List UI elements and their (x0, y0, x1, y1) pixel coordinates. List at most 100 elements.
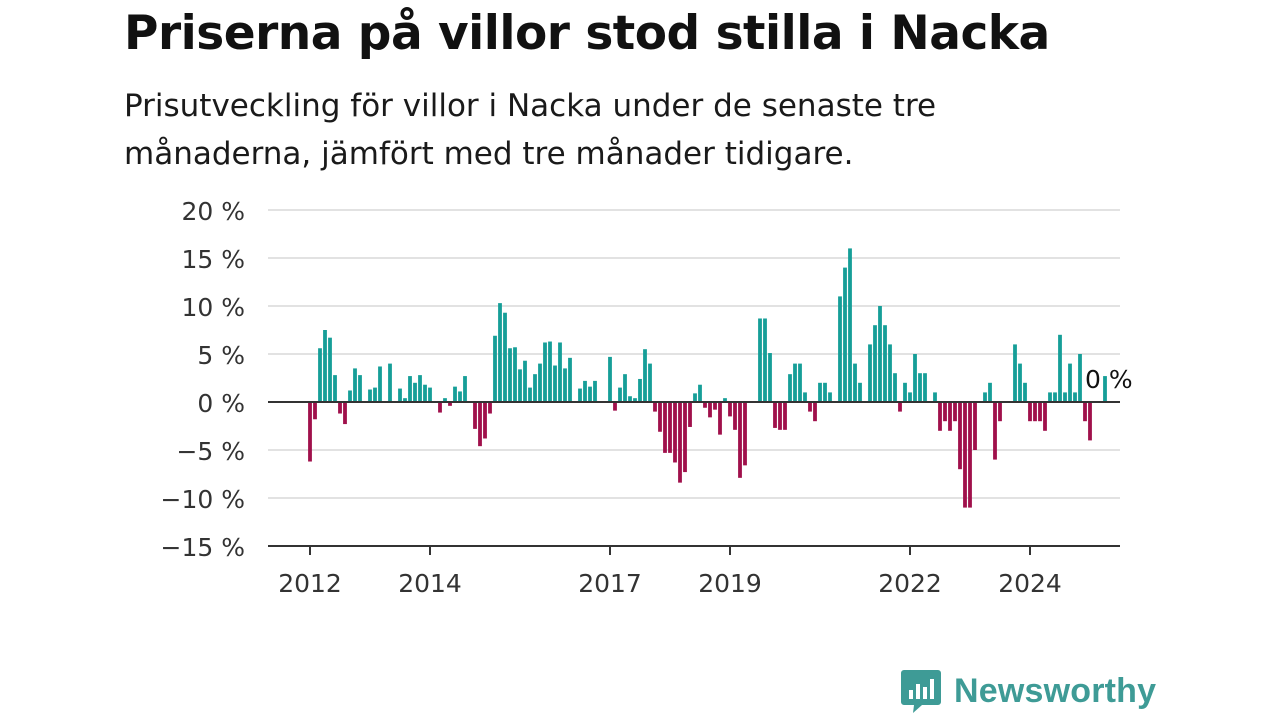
bar (358, 375, 362, 402)
bar (648, 363, 652, 402)
bar (948, 402, 952, 431)
bar (1068, 363, 1072, 402)
bar (658, 402, 662, 432)
bar (663, 402, 667, 453)
bar (668, 402, 672, 453)
bar (1048, 392, 1052, 402)
bar (708, 402, 712, 418)
bar (773, 402, 777, 428)
bar (493, 335, 497, 402)
bar (448, 402, 452, 406)
newsworthy-chart-icon (901, 670, 941, 713)
bar (793, 363, 797, 402)
bar (1043, 402, 1047, 431)
bar (313, 402, 317, 420)
bar (738, 402, 742, 478)
bar (973, 402, 977, 450)
bar (1013, 344, 1017, 402)
last-value-label: 0 % (1085, 365, 1133, 394)
chart-title: Priserna på villor stod stilla i Nacka (124, 6, 1050, 61)
bar (958, 402, 962, 470)
bar (888, 344, 892, 402)
bar (938, 402, 942, 431)
bar (528, 387, 532, 402)
y-tick-label: 0 % (197, 389, 245, 418)
bar (803, 392, 807, 402)
bar (478, 402, 482, 447)
bar (873, 325, 877, 402)
bar (318, 348, 322, 402)
bar (1053, 392, 1057, 402)
bar (763, 318, 767, 402)
bar (1103, 376, 1107, 402)
x-tick-label: 2017 (578, 569, 642, 598)
bar (1063, 392, 1067, 402)
bar (968, 402, 972, 508)
bar (988, 382, 992, 402)
bar (698, 384, 702, 402)
bar (878, 306, 882, 402)
bar (693, 393, 697, 402)
bar (418, 375, 422, 402)
bar (783, 402, 787, 430)
bar (408, 376, 412, 402)
bar (423, 384, 427, 402)
x-tick-label: 2019 (698, 569, 762, 598)
bar (333, 375, 337, 402)
bar (853, 363, 857, 402)
bar (308, 402, 312, 462)
bar (673, 402, 677, 463)
bar (498, 303, 502, 402)
bar (473, 402, 477, 429)
bar (453, 386, 457, 402)
bar (588, 386, 592, 402)
bar (513, 347, 517, 402)
bar (1083, 402, 1087, 422)
bar (858, 382, 862, 402)
bar (543, 342, 547, 402)
bar (728, 402, 732, 417)
bar (778, 402, 782, 430)
bar (428, 387, 432, 402)
bar (1073, 392, 1077, 402)
newsworthy-logo: Newsworthy (900, 668, 1156, 714)
bar (523, 360, 527, 402)
bar (553, 365, 557, 402)
y-tick-label: 20 % (181, 197, 245, 226)
bar (368, 389, 372, 402)
y-tick-label: −10 % (161, 485, 245, 514)
bar (788, 374, 792, 402)
bar (998, 402, 1002, 422)
bar (353, 368, 357, 402)
bar (388, 363, 392, 402)
bar (683, 402, 687, 473)
bar (643, 349, 647, 402)
bar (503, 312, 507, 402)
y-tick-label: 5 % (197, 341, 245, 370)
bar (993, 402, 997, 460)
bar (723, 398, 727, 402)
bar (1058, 334, 1062, 402)
bar (578, 388, 582, 402)
bar (583, 380, 587, 402)
x-tick-label: 2014 (398, 569, 462, 598)
y-tick-label: −5 % (176, 437, 245, 466)
bar (983, 392, 987, 402)
bar (813, 402, 817, 422)
bar (463, 376, 467, 402)
bar (563, 368, 567, 402)
bar (943, 402, 947, 422)
bar (953, 402, 957, 422)
bar (328, 337, 332, 402)
bar (923, 373, 927, 402)
bar (338, 402, 342, 414)
bar (828, 392, 832, 402)
bar (458, 391, 462, 402)
bar (823, 382, 827, 402)
bar (688, 402, 692, 427)
bar (848, 248, 852, 402)
bar (508, 348, 512, 402)
bar (743, 402, 747, 466)
bar (538, 363, 542, 402)
